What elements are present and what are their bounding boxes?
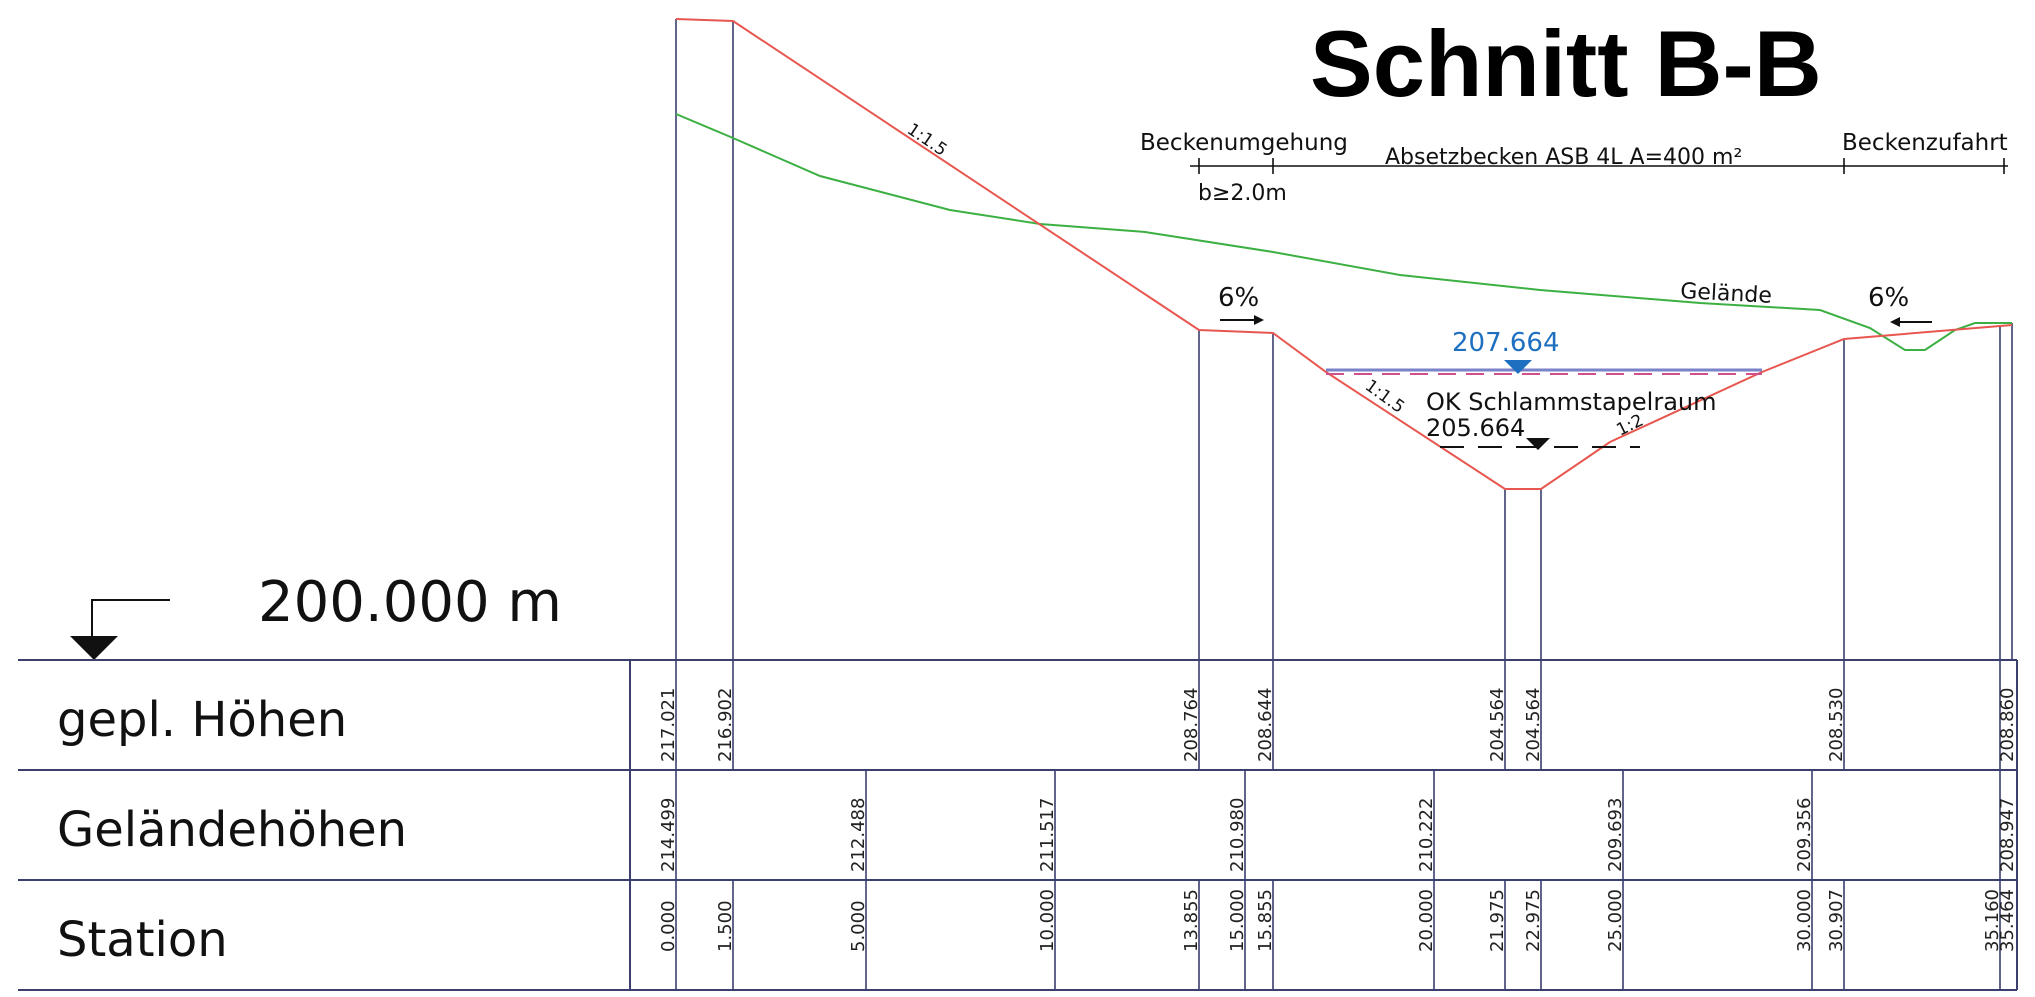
station-value: 5.000 [848, 900, 869, 952]
station-verticals [675, 19, 2013, 660]
row-planned-heights [675, 660, 2001, 770]
beckenumgehung-label: Beckenumgehung [1140, 130, 1348, 156]
row-label-planned-heights: gepl. Höhen [57, 692, 347, 748]
terrain-height-value: 209.693 [1605, 798, 1626, 872]
station-value: 22.975 [1523, 889, 1544, 952]
terrain-line [675, 113, 2012, 351]
terrain-height-value: 211.517 [1037, 798, 1058, 872]
terrain-height-value: 214.499 [658, 798, 679, 872]
sludge-label: OK Schlammstapelraum [1426, 388, 1716, 416]
terrain-height-value: 209.356 [1794, 798, 1815, 872]
dimension-chain: Beckenumgehung b≥2.0m Absetzbecken ASB 4… [1140, 130, 2008, 206]
datum-triangle-icon [70, 636, 118, 660]
beckenzufahrt-label: Beckenzufahrt [1842, 130, 2008, 156]
planned-height-value: 208.644 [1255, 688, 1276, 762]
sludge-level-value: 205.664 [1426, 414, 1525, 442]
station-value: 1.500 [715, 900, 736, 952]
station-value: 30.000 [1794, 889, 1815, 952]
terrain-height-value: 210.980 [1227, 798, 1248, 872]
station-value: 30.907 [1826, 889, 1847, 952]
datum-marker: 200.000 m [70, 570, 562, 660]
planned-height-value: 208.860 [1997, 688, 2018, 762]
station-value: 21.975 [1487, 889, 1508, 952]
datum-label: 200.000 m [258, 570, 562, 635]
planned-height-value: 208.530 [1826, 688, 1847, 762]
drawing-title: Schnitt B-B [1310, 11, 1822, 116]
terrain-height-values: 214.499 212.488 211.517 210.980 210.222 … [658, 798, 2018, 872]
arrow-left-icon [1890, 317, 1900, 327]
row-station [675, 880, 2001, 990]
terrain-label: Gelände [1680, 279, 1773, 309]
terrain-height-value: 208.947 [1997, 798, 2018, 872]
station-value: 10.000 [1037, 889, 1058, 952]
station-values: 0.000 1.500 5.000 10.000 13.855 15.000 1… [658, 889, 2018, 952]
station-value: 35.464 [1997, 889, 2018, 952]
station-value: 15.000 [1227, 889, 1248, 952]
station-value: 35.160 [1982, 889, 2003, 952]
gradient-right-label: 6% [1868, 283, 1909, 313]
water-level-value: 207.664 [1452, 328, 1560, 358]
row-label-station: Station [57, 912, 228, 968]
sludge-level: OK Schlammstapelraum 205.664 [1426, 388, 1716, 450]
station-value: 0.000 [658, 900, 679, 952]
station-value: 25.000 [1605, 889, 1626, 952]
arrow-right-icon [1254, 315, 1264, 325]
planned-height-value: 216.902 [715, 688, 736, 762]
planned-height-value: 208.764 [1181, 688, 1202, 762]
datum-leader-line [91, 599, 170, 636]
gradient-left-label: 6% [1218, 283, 1259, 313]
planned-height-values: 217.021 216.902 208.764 208.644 204.564 … [658, 688, 2018, 762]
row-terrain-heights [675, 770, 2001, 880]
sludge-level-triangle-icon [1526, 438, 1550, 450]
row-label-terrain-heights: Geländehöhen [57, 802, 407, 858]
water-level-triangle-icon [1504, 360, 1532, 374]
terrain-height-value: 212.488 [848, 798, 869, 872]
terrain-height-value: 210.222 [1416, 798, 1437, 872]
slope-embankment-label: 1:1.5 [903, 120, 950, 161]
gradient-left: 6% [1218, 283, 1264, 325]
water-level: 207.664 [1326, 328, 1762, 375]
width-label: b≥2.0m [1198, 181, 1287, 206]
station-value: 13.855 [1181, 889, 1202, 952]
station-value: 15.855 [1255, 889, 1276, 952]
design-line [675, 18, 2013, 490]
absetzbecken-label: Absetzbecken ASB 4L A=400 m² [1385, 145, 1742, 170]
planned-height-value: 204.564 [1523, 688, 1544, 762]
planned-height-value: 204.564 [1487, 688, 1508, 762]
gradient-right: 6% [1868, 283, 1932, 327]
planned-height-value: 217.021 [658, 688, 679, 762]
data-table-frame [18, 659, 2018, 991]
station-value: 20.000 [1416, 889, 1437, 952]
